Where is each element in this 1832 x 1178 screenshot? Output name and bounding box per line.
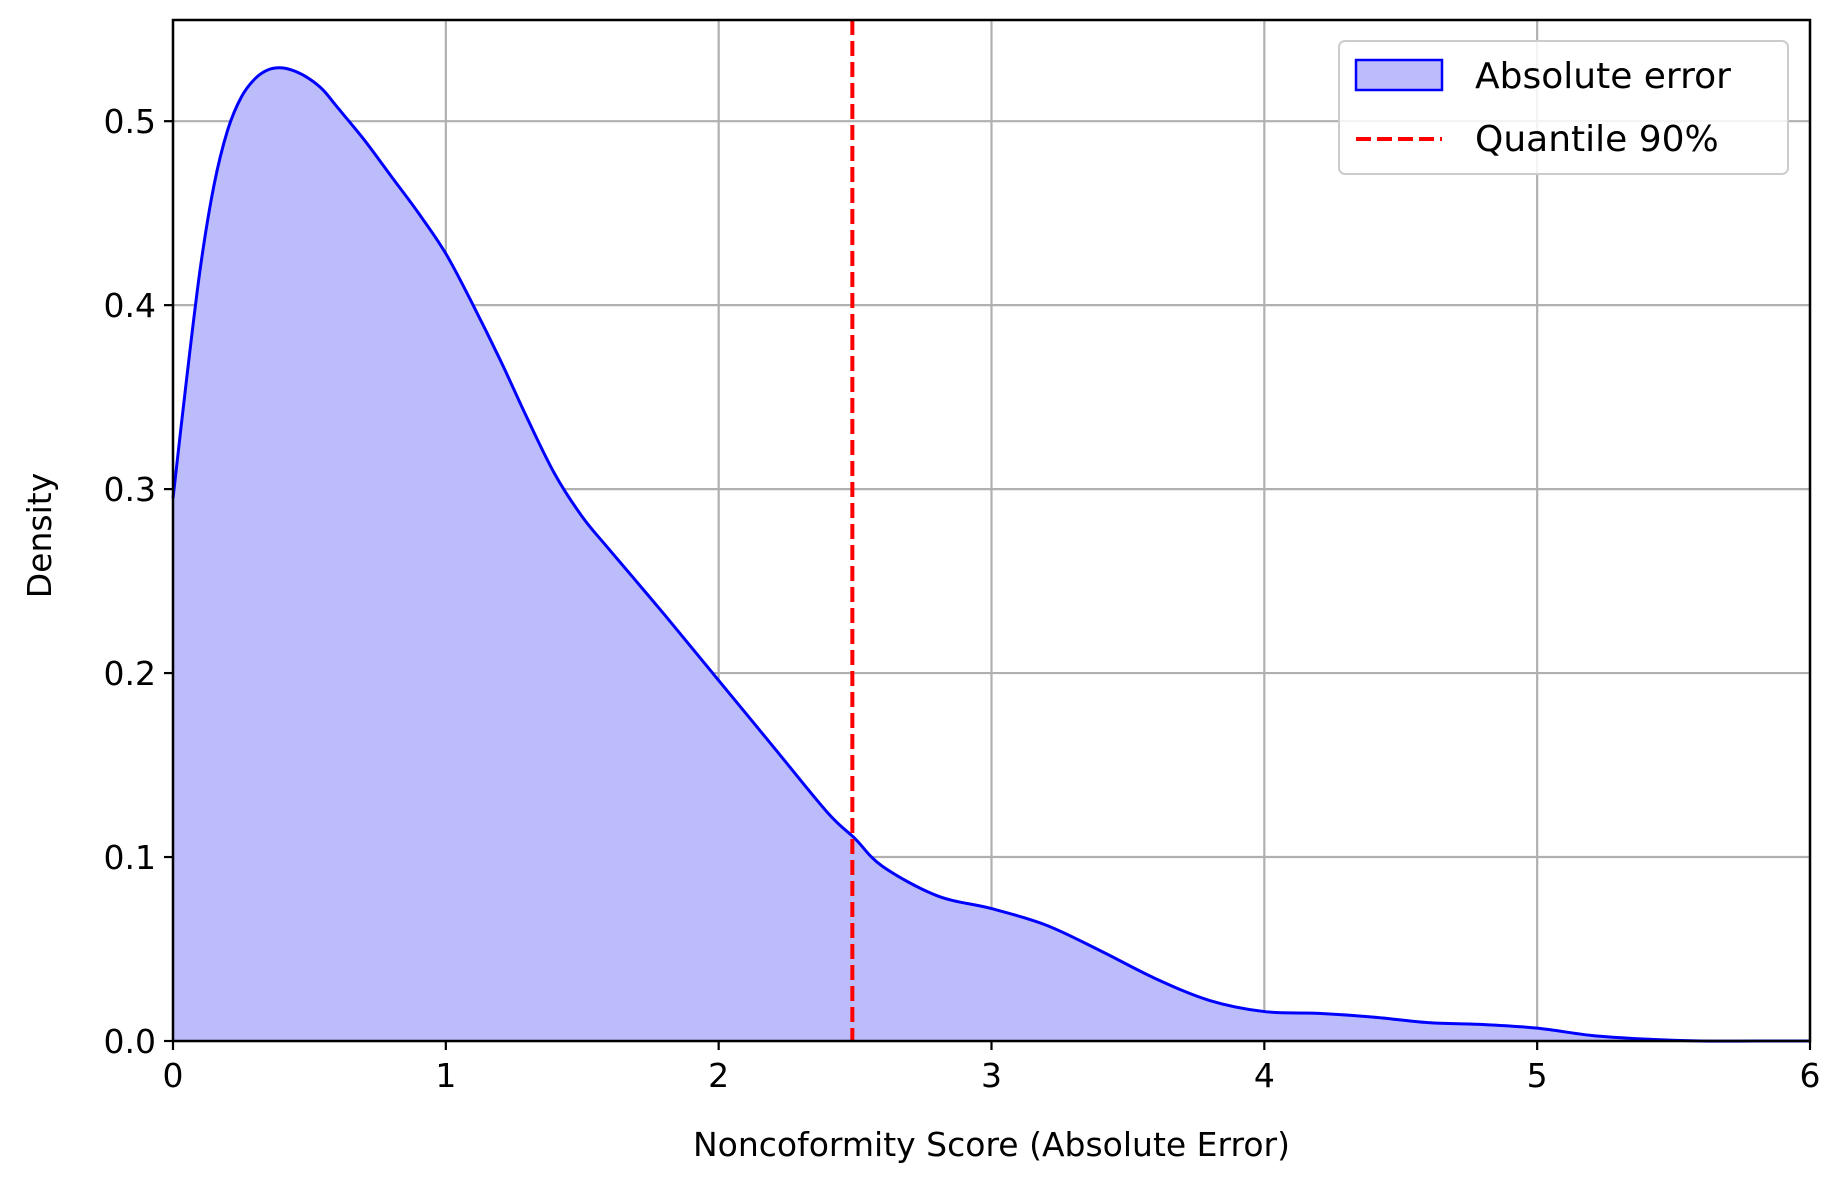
x-tick-label: 2 — [708, 1056, 729, 1095]
y-axis-label: Density — [20, 473, 59, 598]
y-tick-label: 0.0 — [104, 1022, 156, 1061]
axis-ticks: 0 1 2 3 4 5 6 0.0 0.1 0.2 0.3 0.4 0.5 — [104, 102, 1821, 1095]
x-tick-label: 5 — [1527, 1056, 1548, 1095]
legend-label-absolute-error: Absolute error — [1475, 56, 1731, 97]
y-tick-label: 0.4 — [104, 286, 156, 325]
plot-series — [171, 66, 1810, 1043]
density-area-fill — [173, 67, 1810, 1042]
legend-box — [1338, 40, 1789, 175]
x-tick-label: 4 — [1254, 1056, 1275, 1095]
y-tick-label: 0.2 — [104, 654, 156, 693]
density-curve — [171, 66, 1810, 1043]
legend: Absolute error Quantile 90% — [1338, 40, 1789, 175]
x-tick-label: 6 — [1800, 1056, 1821, 1095]
x-axis-label: Noncoformity Score (Absolute Error) — [693, 1125, 1290, 1164]
x-tick-label: 3 — [981, 1056, 1002, 1095]
legend-swatch-absolute-error — [1354, 58, 1444, 92]
legend-label-quantile: Quantile 90% — [1475, 119, 1719, 160]
y-tick-label: 0.1 — [104, 838, 156, 877]
x-tick-label: 1 — [435, 1056, 456, 1095]
y-tick-label: 0.5 — [104, 102, 156, 141]
x-tick-label: 0 — [163, 1056, 184, 1095]
y-tick-label: 0.3 — [104, 470, 156, 509]
